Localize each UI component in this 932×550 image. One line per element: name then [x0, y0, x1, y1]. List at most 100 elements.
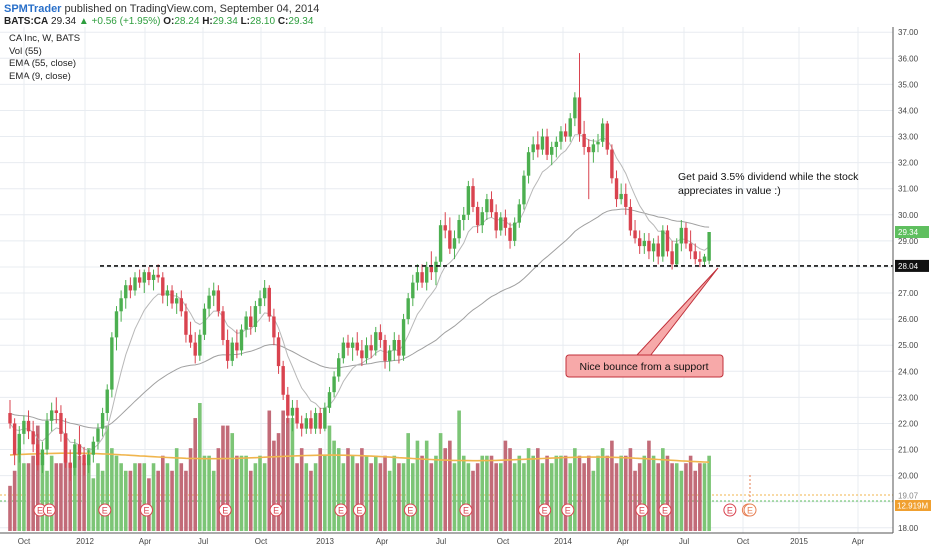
earnings-marker[interactable]: E	[459, 503, 473, 517]
candle[interactable]	[54, 397, 58, 424]
candle[interactable]	[665, 225, 670, 257]
candle[interactable]	[471, 178, 475, 213]
candle[interactable]	[318, 407, 322, 434]
candle[interactable]	[249, 306, 253, 335]
candle[interactable]	[36, 433, 40, 471]
callout-box[interactable]	[565, 354, 724, 378]
candle[interactable]	[406, 293, 410, 325]
candle[interactable]	[651, 238, 656, 262]
candle[interactable]	[281, 360, 285, 400]
candle[interactable]	[350, 337, 355, 361]
earnings-marker[interactable]: E	[403, 503, 417, 517]
candle[interactable]	[258, 290, 262, 314]
candle[interactable]	[364, 337, 369, 364]
candle[interactable]	[401, 313, 406, 361]
candle[interactable]	[184, 303, 188, 343]
candle[interactable]	[610, 144, 614, 184]
candle[interactable]	[596, 133, 600, 153]
candle[interactable]	[633, 220, 637, 244]
candle[interactable]	[221, 306, 225, 346]
candle[interactable]	[341, 337, 346, 364]
candle[interactable]	[59, 405, 63, 442]
earnings-marker[interactable]: E	[352, 503, 366, 517]
candle[interactable]	[290, 399, 295, 432]
candle[interactable]	[619, 183, 623, 205]
candle[interactable]	[675, 238, 679, 267]
legend-item-ema55[interactable]: EMA (55, close)	[9, 58, 77, 69]
candle[interactable]	[22, 415, 26, 445]
candle[interactable]	[656, 235, 660, 265]
candle[interactable]	[110, 332, 114, 398]
candle[interactable]	[698, 251, 702, 267]
candle[interactable]	[559, 126, 563, 150]
candle[interactable]	[63, 418, 68, 468]
candle[interactable]	[49, 402, 54, 432]
candle[interactable]	[31, 420, 35, 453]
candle[interactable]	[45, 413, 49, 455]
candle[interactable]	[360, 339, 364, 367]
candle[interactable]	[147, 266, 151, 286]
candle[interactable]	[193, 332, 197, 364]
candle[interactable]	[100, 407, 105, 437]
candle[interactable]	[26, 410, 31, 440]
candle[interactable]	[480, 206, 484, 234]
candle[interactable]	[503, 209, 508, 236]
candle[interactable]	[369, 334, 373, 359]
candle[interactable]	[494, 204, 498, 239]
candle[interactable]	[253, 300, 258, 333]
candle[interactable]	[12, 418, 17, 466]
candle[interactable]	[374, 326, 378, 356]
candle[interactable]	[346, 334, 350, 356]
candle[interactable]	[170, 285, 174, 309]
candle[interactable]	[355, 332, 359, 356]
candle[interactable]	[587, 139, 591, 200]
candle[interactable]	[225, 329, 230, 369]
earnings-marker[interactable]: E	[561, 503, 575, 517]
candle[interactable]	[684, 222, 688, 249]
candle[interactable]	[411, 274, 415, 307]
candle[interactable]	[142, 269, 146, 294]
candle[interactable]	[304, 413, 309, 434]
candle[interactable]	[466, 180, 471, 221]
legend-title[interactable]: CA Inc, W, BATS	[9, 33, 81, 44]
candle[interactable]	[327, 386, 332, 414]
candle[interactable]	[517, 199, 521, 228]
candle[interactable]	[198, 329, 202, 361]
candle[interactable]	[605, 120, 609, 155]
candle[interactable]	[582, 120, 586, 155]
candle[interactable]	[512, 217, 517, 247]
candle[interactable]	[68, 449, 72, 481]
candle[interactable]	[332, 371, 336, 398]
earnings-marker[interactable]: E	[42, 503, 56, 517]
candle[interactable]	[688, 230, 693, 260]
candle[interactable]	[156, 264, 160, 283]
candle[interactable]	[124, 280, 128, 309]
candle[interactable]	[179, 290, 184, 317]
candle[interactable]	[119, 290, 123, 322]
candle[interactable]	[573, 92, 577, 127]
candle[interactable]	[96, 423, 100, 450]
candle[interactable]	[239, 324, 244, 356]
candle[interactable]	[462, 206, 466, 231]
candle[interactable]	[448, 217, 452, 254]
candle[interactable]	[591, 139, 596, 163]
candle[interactable]	[661, 225, 665, 262]
candle[interactable]	[614, 170, 619, 207]
candle[interactable]	[202, 303, 207, 340]
candle[interactable]	[105, 384, 109, 421]
earnings-marker[interactable]: E	[334, 503, 348, 517]
candle[interactable]	[624, 183, 628, 215]
candle[interactable]	[299, 415, 304, 437]
candle[interactable]	[276, 332, 281, 374]
candle[interactable]	[267, 285, 271, 322]
candle[interactable]	[443, 212, 447, 239]
candle[interactable]	[637, 230, 642, 254]
candle[interactable]	[568, 113, 572, 142]
candle[interactable]	[600, 118, 605, 147]
candle[interactable]	[77, 426, 82, 460]
candle[interactable]	[563, 123, 568, 142]
candle[interactable]	[235, 329, 239, 359]
candle[interactable]	[475, 201, 480, 234]
candle[interactable]	[438, 220, 443, 267]
